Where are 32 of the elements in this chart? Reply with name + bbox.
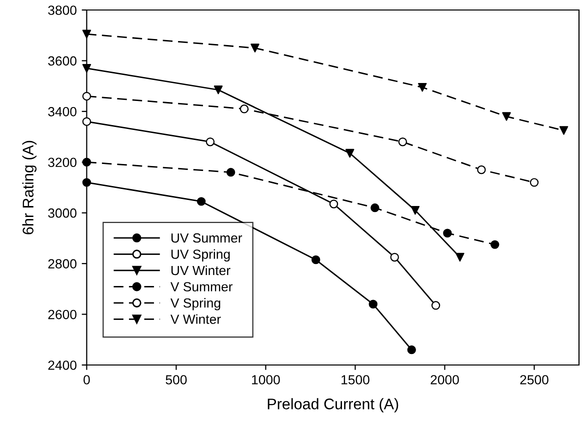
y-tick-label: 3800 (48, 6, 76, 15)
x-tick-label: 2500 (520, 375, 548, 384)
x-tick-label: 1500 (342, 375, 370, 384)
legend-label: UV Winter (171, 265, 230, 276)
x-axis-title: Preload Current (A) (268, 398, 398, 412)
point (214, 86, 223, 94)
legend-label: V Winter (170, 314, 221, 324)
legend-label: UV Summer (171, 233, 242, 243)
x-tick-label: 500 (166, 375, 187, 384)
point (456, 252, 464, 262)
point (559, 126, 568, 135)
legend-label: V Spring (170, 298, 220, 310)
point (346, 148, 354, 158)
y-tick-label: 2800 (48, 259, 76, 268)
y-tick-label: 2600 (48, 310, 76, 320)
y-tick-label: 3200 (48, 158, 76, 168)
point (82, 30, 92, 38)
x-tick-label: 2000 (430, 375, 459, 384)
legend-label: V Summer (170, 282, 233, 292)
legend-label: UV Spring (171, 249, 230, 262)
point (250, 44, 260, 52)
y-tick-label: 2400 (48, 360, 76, 370)
y-axis-title: 6hr Rating (A) (22, 140, 37, 234)
x-tick-label: 1000 (252, 375, 280, 384)
point (418, 82, 427, 92)
y-tick-label: 3600 (48, 56, 76, 66)
y-tick-label: 3400 (48, 106, 76, 116)
point (502, 112, 511, 121)
x-tick-label: 0 (84, 375, 90, 384)
point (82, 64, 92, 73)
y-tick-label: 3000 (48, 208, 76, 218)
point (410, 206, 420, 215)
